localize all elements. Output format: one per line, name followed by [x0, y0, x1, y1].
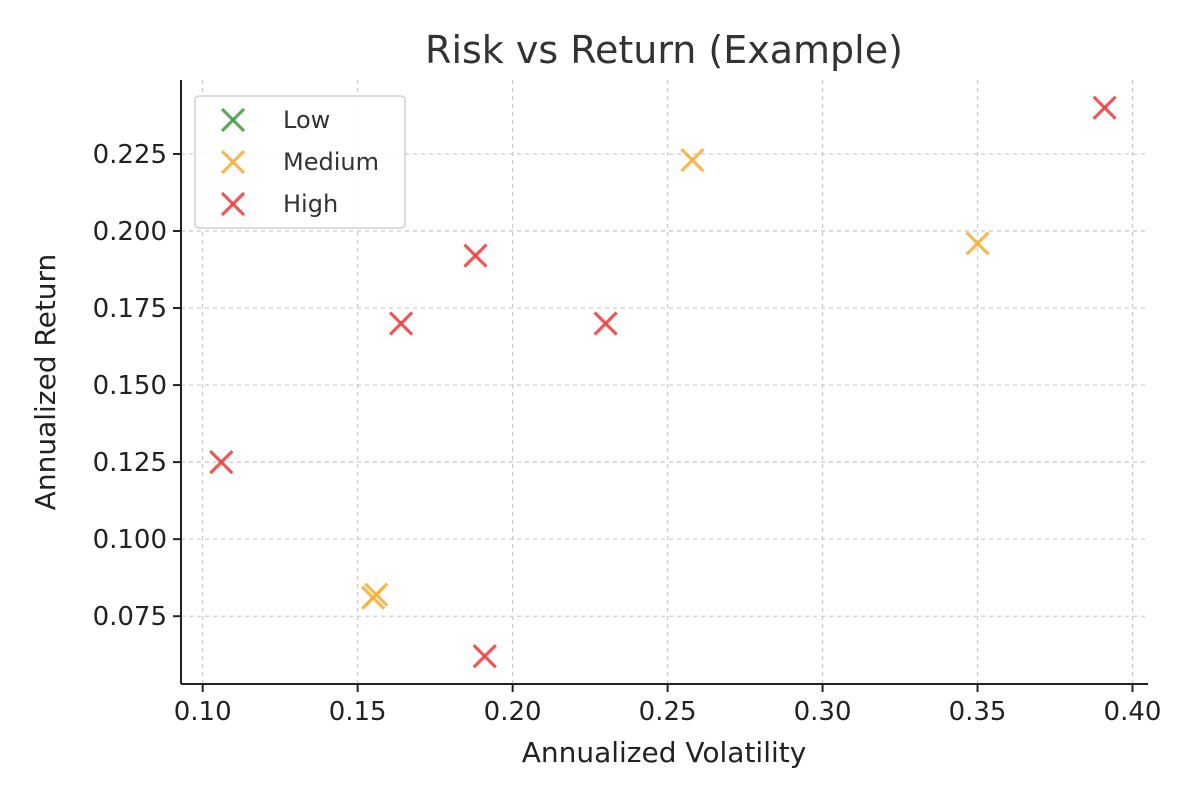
data-point-medium — [680, 147, 705, 173]
y-tick-label: 0.100 — [93, 525, 167, 555]
data-point-high — [463, 243, 488, 268]
x-tick-label: 0.30 — [794, 697, 852, 727]
y-tick-label: 0.200 — [93, 217, 167, 247]
data-point-high — [1092, 95, 1117, 120]
x-tick-label: 0.35 — [949, 697, 1007, 727]
data-point-high — [472, 644, 497, 669]
chart-title: Risk vs Return (Example) — [425, 28, 903, 72]
data-point-high — [388, 311, 414, 336]
y-tick-label: 0.150 — [93, 371, 167, 401]
axes — [180, 80, 1148, 685]
data-points — [209, 95, 1117, 669]
data-point-high — [593, 311, 618, 336]
y-axis-label: Annualized Return — [29, 254, 62, 511]
data-point-medium — [965, 231, 990, 256]
legend-label-high: High — [283, 190, 338, 218]
legend: Low Medium High — [194, 95, 406, 229]
y-tick-label: 0.225 — [93, 140, 167, 170]
y-ticks: 0.075 0.100 0.125 0.150 0.175 0.200 0.225 — [93, 140, 181, 632]
x-axis-label: Annualized Volatility — [522, 736, 807, 769]
legend-marker-low — [220, 107, 246, 133]
data-point-medium — [364, 582, 389, 607]
y-tick-label: 0.125 — [93, 448, 167, 478]
legend-marker-medium — [220, 149, 246, 175]
x-tick-label: 0.20 — [484, 697, 542, 727]
x-tick-label: 0.10 — [174, 697, 232, 727]
data-point-high — [209, 449, 234, 475]
legend-label-low: Low — [283, 106, 330, 134]
legend-marker-high — [220, 191, 246, 217]
x-ticks: 0.10 0.15 0.20 0.25 0.30 0.35 0.40 — [174, 684, 1162, 727]
x-tick-label: 0.15 — [329, 697, 387, 727]
legend-frame — [194, 95, 406, 229]
x-tick-label: 0.25 — [639, 697, 697, 727]
legend-label-medium: Medium — [283, 148, 379, 176]
y-tick-label: 0.075 — [93, 602, 167, 632]
x-tick-label: 0.40 — [1104, 697, 1162, 727]
y-tick-label: 0.175 — [93, 294, 167, 324]
